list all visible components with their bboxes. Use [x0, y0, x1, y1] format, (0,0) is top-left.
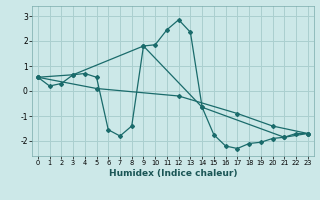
X-axis label: Humidex (Indice chaleur): Humidex (Indice chaleur): [108, 169, 237, 178]
